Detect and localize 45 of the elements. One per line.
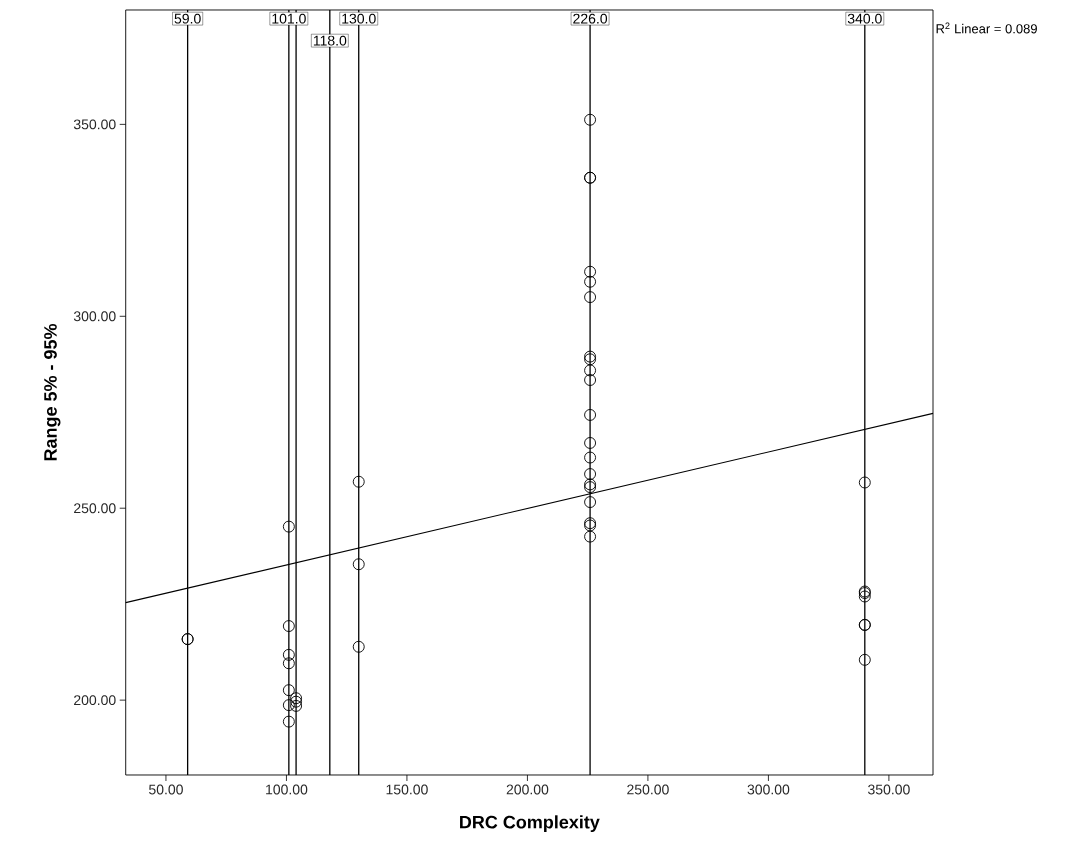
point (858, 476, 871, 489)
point (282, 520, 295, 533)
point (352, 640, 365, 653)
point (282, 699, 295, 712)
point (858, 653, 871, 666)
x-tick-label: 150.00 (386, 784, 428, 795)
ref-line-label: 226.0 (573, 13, 608, 24)
y-tick-label: 250.00 (74, 503, 116, 514)
point (282, 648, 295, 661)
x-tick-label: 100.00 (266, 784, 308, 795)
point (352, 558, 365, 571)
point (584, 451, 597, 464)
x-tick-label: 250.00 (627, 784, 669, 795)
point (282, 657, 295, 670)
point (290, 699, 303, 712)
point (584, 364, 597, 377)
point (584, 437, 597, 449)
y-tick-label: 350.00 (73, 119, 116, 130)
point (584, 530, 597, 543)
y-tick-label: 300.00 (73, 311, 116, 322)
ref-line-label: 130.0 (342, 13, 376, 24)
text: R$^{2}$ Linear = 0.089 (936, 22, 1037, 34)
point (584, 408, 597, 421)
x-tick-label: 300.00 (747, 784, 790, 795)
point (584, 374, 597, 386)
x-axis-title: DRC Complexity (460, 815, 600, 833)
x-tick-label: 350.00 (868, 784, 910, 795)
x-tick-label: 50.00 (149, 784, 183, 795)
point (282, 620, 295, 633)
point (584, 265, 597, 278)
point (282, 684, 295, 697)
y-tick-label: 200.00 (74, 695, 116, 706)
point (584, 291, 597, 304)
point (584, 113, 597, 126)
x-tick-label: 200.00 (506, 784, 549, 795)
point (282, 715, 295, 728)
point (352, 475, 365, 488)
point (584, 468, 597, 480)
ref-line-label: 101.0 (272, 13, 306, 24)
point (584, 275, 597, 288)
ref-line-label: 59.0 (174, 13, 201, 24)
y-axis-title: Range 5% - 95% (44, 323, 61, 461)
point (584, 496, 597, 509)
ref-line-label: 340.0 (847, 13, 882, 24)
ref-line-label: 118.0 (313, 35, 347, 46)
